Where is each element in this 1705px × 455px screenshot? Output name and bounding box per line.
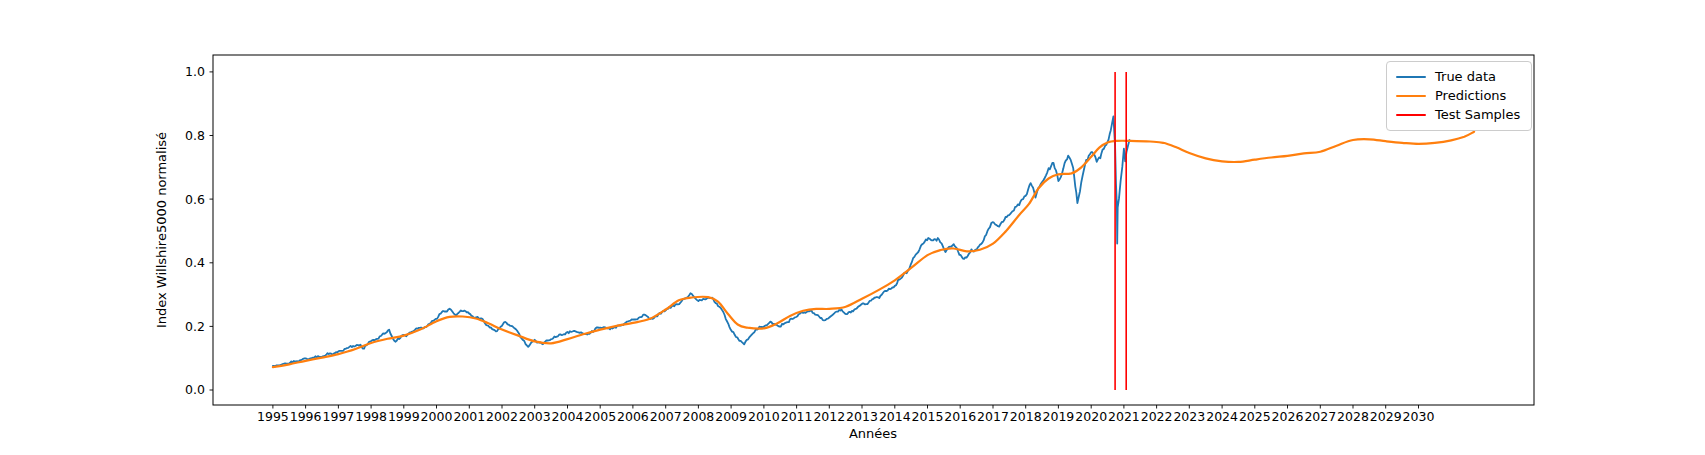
x-tick-label: 2027	[1304, 409, 1336, 424]
x-tick-label: 2029	[1370, 409, 1402, 424]
legend-item: Predictions	[1396, 87, 1523, 105]
legend-label: Predictions	[1435, 87, 1506, 105]
y-tick-label: 0.4	[185, 255, 205, 270]
x-tick-label: 2012	[813, 409, 845, 424]
x-tick-label: 2008	[682, 409, 714, 424]
legend-item: True data	[1396, 68, 1523, 86]
x-tick-label: 1999	[388, 409, 420, 424]
x-tick-label: 2030	[1403, 409, 1435, 424]
x-tick-label: 2022	[1141, 409, 1173, 424]
x-tick-label: 2013	[846, 409, 878, 424]
x-tick-label: 1997	[322, 409, 354, 424]
x-axis-ticks: 1995199619971998199920002001200220032004…	[257, 405, 1434, 424]
x-tick-label: 2019	[1042, 409, 1074, 424]
x-tick-label: 2000	[421, 409, 453, 424]
figure: 1995199619971998199920002001200220032004…	[0, 0, 1705, 455]
x-tick-label: 2023	[1173, 409, 1205, 424]
x-tick-label: 2002	[486, 409, 518, 424]
legend-line-sample	[1396, 114, 1426, 117]
legend-item: Test Samples	[1396, 106, 1523, 124]
x-tick-label: 2006	[617, 409, 649, 424]
x-tick-label: 2024	[1206, 409, 1238, 424]
legend-line-sample	[1396, 95, 1426, 98]
x-tick-label: 2025	[1239, 409, 1271, 424]
x-tick-label: 2015	[912, 409, 944, 424]
x-axis-label: Années	[849, 426, 897, 441]
x-tick-label: 2007	[650, 409, 682, 424]
y-axis-label: Index Willshire5000 normalisé	[154, 132, 169, 328]
legend-label: True data	[1435, 68, 1496, 86]
x-tick-label: 2005	[584, 409, 616, 424]
legend-label: Test Samples	[1435, 106, 1520, 124]
x-tick-label: 1996	[290, 409, 322, 424]
x-tick-label: 2001	[453, 409, 485, 424]
y-tick-label: 0.2	[185, 319, 205, 334]
x-tick-label: 2020	[1075, 409, 1107, 424]
x-tick-label: 2003	[519, 409, 551, 424]
x-tick-label: 2026	[1272, 409, 1304, 424]
x-tick-label: 2028	[1337, 409, 1369, 424]
x-tick-label: 2010	[748, 409, 780, 424]
x-tick-label: 2004	[552, 409, 584, 424]
y-tick-label: 1.0	[185, 64, 205, 79]
x-tick-label: 2018	[1010, 409, 1042, 424]
y-axis-ticks: 0.0 0.2 0.4 0.6 0.8 1.0	[185, 64, 213, 397]
legend: True dataPredictionsTest Samples	[1386, 61, 1532, 131]
x-tick-label: 2014	[879, 409, 911, 424]
y-tick-label: 0.0	[185, 382, 205, 397]
x-tick-label: 2021	[1108, 409, 1140, 424]
x-tick-label: 1998	[355, 409, 387, 424]
legend-line-sample	[1396, 76, 1426, 79]
y-tick-label: 0.6	[185, 192, 205, 207]
x-tick-label: 2011	[781, 409, 813, 424]
x-tick-label: 1995	[257, 409, 289, 424]
x-tick-label: 2016	[944, 409, 976, 424]
y-tick-label: 0.8	[185, 128, 205, 143]
x-tick-label: 2017	[977, 409, 1009, 424]
x-tick-label: 2009	[715, 409, 747, 424]
plot-area	[213, 55, 1534, 405]
